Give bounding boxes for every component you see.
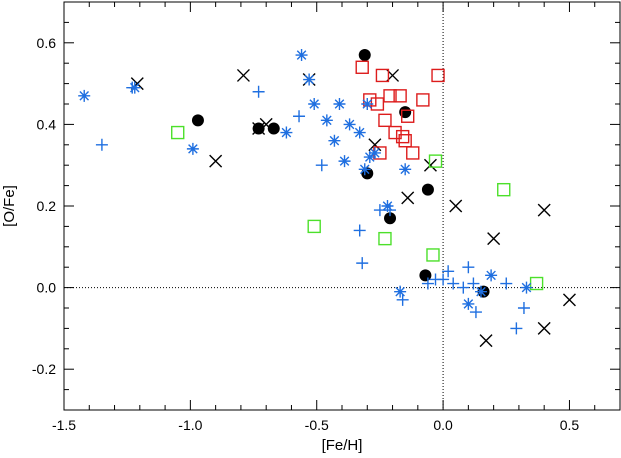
data-point-filled-circle [191, 114, 204, 127]
data-point-open-square [497, 182, 511, 197]
x-tick-label: 0.5 [560, 417, 580, 433]
data-point-filled-circle [384, 212, 397, 225]
data-point-plus [462, 261, 475, 274]
x-tick-label: -0.5 [305, 417, 329, 433]
data-point-plus [315, 159, 328, 172]
data-point-plus [293, 110, 306, 123]
data-point-asterisk [361, 98, 374, 110]
data-point-x-cross [423, 158, 437, 172]
data-point-filled-circle [421, 183, 434, 196]
y-tick-label: 0.2 [37, 198, 57, 214]
data-point-plus [442, 265, 455, 278]
reference-lines [64, 2, 620, 410]
data-point-x-cross [252, 121, 266, 135]
data-point-open-square [393, 89, 407, 103]
tick-labels: -1.5 -1.0 -0.5 0.0 0.5 -0.2 0.0 0.2 0.4 0.6 [32, 35, 580, 433]
data-point-x-cross [401, 191, 415, 205]
data-point-asterisk [381, 200, 394, 212]
data-point-asterisk [295, 49, 308, 62]
data-point-asterisk [338, 155, 351, 168]
data-point-open-square [428, 154, 443, 168]
data-point-plus [467, 277, 480, 290]
data-point-plus [421, 277, 434, 290]
data-point-asterisk [328, 134, 341, 147]
data-point-asterisk [358, 163, 371, 176]
data-point-asterisk [78, 89, 91, 102]
data-point-plus [384, 204, 397, 217]
data-point-asterisk [343, 118, 356, 131]
data-point-plus [373, 204, 386, 217]
data-point-plus [457, 281, 470, 294]
data-point-x-cross [209, 154, 223, 168]
data-point-asterisk [485, 269, 498, 282]
data-point-x-cross [562, 293, 576, 307]
data-point-open-square [388, 125, 402, 140]
data-point-plus [353, 224, 366, 237]
data-points [78, 49, 576, 348]
data-point-plus [126, 81, 139, 94]
data-point-open-square [398, 134, 412, 148]
data-point-x-cross [259, 117, 273, 131]
data-point-filled-circle [358, 49, 371, 62]
data-point-plus [500, 277, 513, 290]
data-point-open-square [375, 68, 390, 83]
data-point-asterisk [308, 98, 321, 110]
x-tick-label: 0.0 [433, 417, 453, 433]
data-point-open-square [378, 231, 392, 246]
data-point-x-cross [479, 334, 493, 348]
data-point-open-square [401, 109, 415, 123]
data-point-open-square [171, 125, 185, 140]
plot-frame [63, 1, 621, 411]
data-point-asterisk [333, 98, 346, 110]
data-point-plus [447, 277, 460, 290]
data-point-asterisk [520, 281, 533, 294]
data-point-open-square [395, 129, 410, 144]
x-tick-label: -1.5 [52, 417, 76, 433]
data-point-asterisk [353, 126, 366, 139]
data-point-plus [95, 138, 108, 151]
data-point-open-square [383, 89, 397, 103]
data-point-open-square [426, 248, 440, 262]
data-point-open-square [416, 93, 430, 107]
data-point-open-square [431, 68, 445, 83]
data-point-asterisk [303, 73, 316, 86]
y-tick-label: 0.0 [37, 280, 57, 296]
data-point-asterisk [475, 285, 487, 298]
data-point-x-cross [449, 199, 463, 213]
data-point-filled-circle [267, 122, 280, 135]
data-point-open-square [406, 146, 420, 160]
data-point-filled-circle [399, 106, 412, 119]
axis-ticks [63, 1, 621, 411]
data-point-x-cross [236, 68, 250, 82]
data-point-open-square [355, 60, 369, 74]
data-point-asterisk [368, 146, 381, 159]
y-tick-label: 0.6 [37, 35, 57, 51]
x-axis-label: [Fe/H] [322, 437, 363, 454]
data-point-asterisk [462, 297, 475, 310]
data-point-plus [517, 302, 530, 314]
data-point-plus [396, 293, 409, 306]
data-point-open-square [307, 219, 321, 234]
data-point-asterisk [394, 285, 407, 298]
data-point-plus [437, 273, 450, 286]
y-tick-label: -0.2 [32, 361, 56, 377]
data-point-x-cross [537, 203, 551, 217]
data-point-plus [469, 306, 482, 319]
data-point-asterisk [399, 163, 412, 176]
y-axis-label: [O/Fe] [1, 185, 18, 227]
data-point-open-square [378, 113, 392, 128]
data-point-plus [510, 322, 523, 335]
data-point-x-cross [537, 321, 551, 335]
x-tick-label: -1.0 [178, 417, 202, 433]
data-point-asterisk [320, 114, 333, 127]
data-point-asterisk [280, 126, 293, 139]
y-tick-label: 0.4 [37, 116, 57, 132]
data-point-plus [356, 257, 369, 270]
data-point-asterisk [363, 151, 376, 164]
data-point-x-cross [487, 232, 501, 246]
data-point-asterisk [186, 142, 199, 155]
data-point-plus [252, 85, 265, 98]
